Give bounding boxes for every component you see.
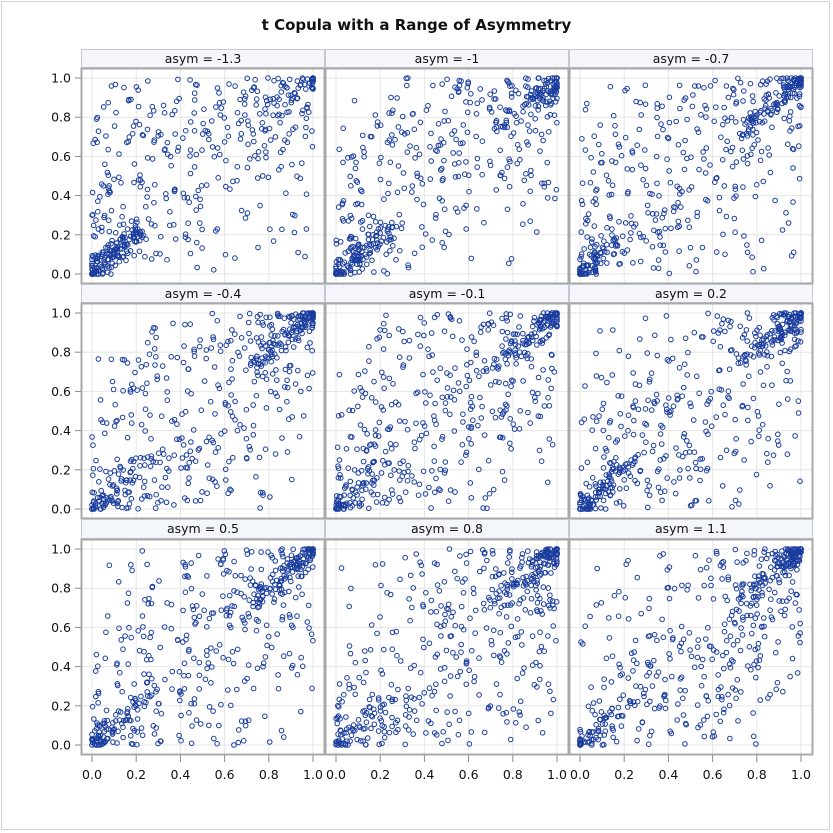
y-tick-label: 0.0 [51, 738, 71, 753]
panel-border [324, 538, 570, 756]
panel-border [568, 302, 814, 520]
x-tick-label: 0.2 [614, 767, 634, 782]
y-tick-label: 1.0 [51, 306, 71, 321]
x-tick-label: 0.0 [570, 767, 590, 782]
panel-label: asym = 1.1 [655, 521, 727, 536]
scatter-panel: asym = 0.2 [568, 284, 814, 520]
panel-label: asym = -1.3 [165, 51, 242, 66]
x-tick-label: 0.4 [658, 767, 678, 782]
x-tick-label: 0.8 [259, 767, 279, 782]
scatter-panel: asym = -0.7 [568, 49, 814, 285]
y-tick-label: 1.0 [51, 71, 71, 86]
scatter-panel: asym = 1.1 0.0 0.2 0.4 0.6 0.8 1.0 [568, 519, 814, 782]
x-tick-label: 0.6 [459, 767, 479, 782]
panel-label: asym = 0.2 [655, 286, 727, 301]
panel-label: asym = -0.4 [165, 286, 242, 301]
x-tick-label: 0.4 [414, 767, 434, 782]
y-tick-label: 0.8 [51, 581, 71, 596]
data-points [577, 75, 804, 277]
scatter-panel: asym = -1.3 0.0 0.2 0.4 0.6 0.8 1.0 [51, 49, 326, 285]
data-points [577, 546, 804, 748]
panel-label: asym = -1 [415, 51, 480, 66]
panel-border [568, 538, 814, 756]
y-tick-label: 0.2 [51, 462, 71, 477]
x-tick-label: 0.4 [170, 767, 190, 782]
y-tick-label: 0.0 [51, 502, 71, 517]
x-tick-label: 0.6 [215, 767, 235, 782]
panel-label: asym = 0.5 [167, 521, 239, 536]
x-tick-label: 1.0 [547, 767, 567, 782]
y-tick-label: 0.4 [51, 188, 71, 203]
panel-label: asym = -0.1 [409, 286, 486, 301]
chart-title: t Copula with a Range of Asymmetry [261, 16, 572, 34]
x-tick-label: 0.6 [703, 767, 723, 782]
y-tick-label: 0.2 [51, 698, 71, 713]
data-points [89, 546, 316, 748]
x-tick-label: 0.8 [503, 767, 523, 782]
x-tick-label: 0.2 [126, 767, 146, 782]
x-tick-label: 1.0 [791, 767, 811, 782]
x-tick-label: 0.0 [326, 767, 346, 782]
y-tick-label: 1.0 [51, 542, 71, 557]
x-tick-label: 0.0 [82, 767, 102, 782]
y-tick-label: 0.6 [51, 384, 71, 399]
data-points [89, 310, 316, 512]
y-tick-label: 0.8 [51, 110, 71, 125]
data-points [333, 310, 560, 512]
x-tick-label: 0.8 [747, 767, 767, 782]
y-tick-label: 0.0 [51, 267, 71, 282]
y-tick-label: 0.2 [51, 227, 71, 242]
x-tick-label: 1.0 [303, 767, 323, 782]
scatter-panel: asym = 0.8 0.0 0.2 0.4 0.6 0.8 1.0 [324, 519, 570, 782]
panel-border [568, 67, 814, 285]
data-points [333, 546, 560, 748]
y-tick-label: 0.6 [51, 149, 71, 164]
data-points [333, 75, 560, 277]
scatter-panel: asym = -0.4 0.0 0.2 0.4 0.6 0.8 1.0 [51, 284, 326, 520]
y-tick-label: 0.4 [51, 423, 71, 438]
scatter-panel: asym = -0.1 [324, 284, 570, 520]
data-points [577, 310, 804, 512]
data-points [89, 75, 316, 277]
y-tick-label: 0.8 [51, 345, 71, 360]
y-tick-label: 0.6 [51, 620, 71, 635]
y-tick-label: 0.4 [51, 659, 71, 674]
panel-label: asym = -0.7 [653, 51, 730, 66]
x-tick-label: 0.2 [370, 767, 390, 782]
panel-label: asym = 0.8 [411, 521, 483, 536]
scatter-panel: asym = 0.5 0.0 0.2 0.4 0.6 0.8 1.0 0.0 0.2 0.4 0.6… [51, 519, 326, 782]
scatter-panel: asym = -1 [324, 49, 570, 285]
